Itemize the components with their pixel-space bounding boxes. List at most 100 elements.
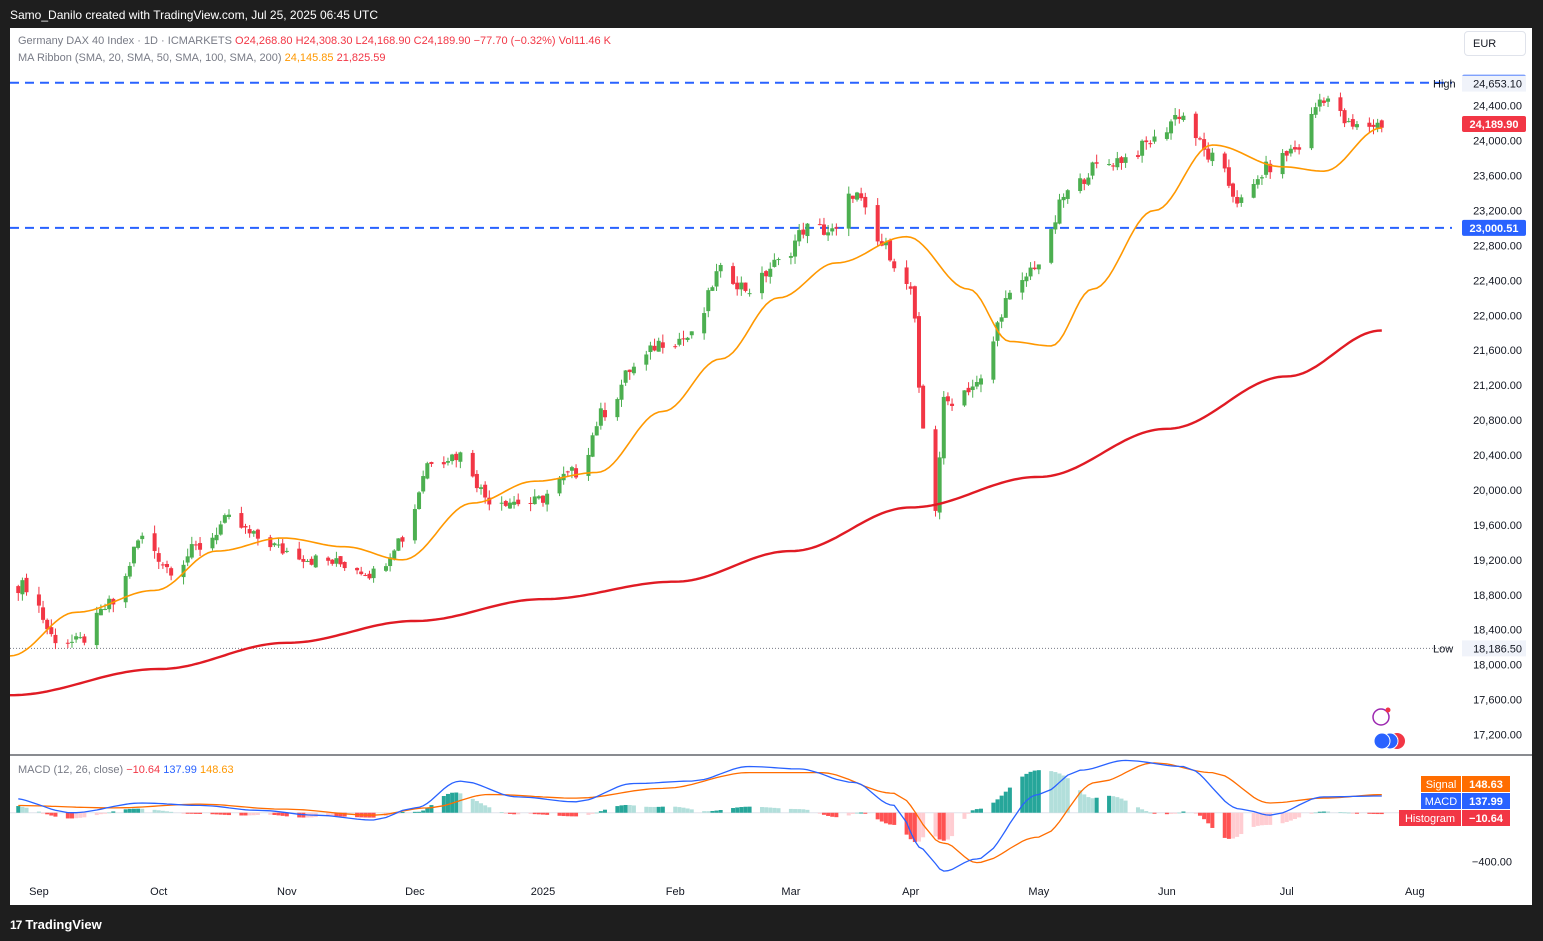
candle-body (685, 337, 690, 340)
histogram-bar (1321, 811, 1326, 813)
histogram-bar (1107, 795, 1112, 813)
candle-body (788, 256, 793, 258)
histogram-bar (1135, 807, 1140, 813)
histogram-bar (1326, 811, 1331, 813)
histogram-bar (1309, 812, 1314, 814)
histogram-bar (883, 812, 888, 824)
histogram-bar (731, 808, 736, 813)
histogram-bar (417, 811, 422, 813)
candle-body (1119, 157, 1124, 163)
histogram-bar (821, 812, 826, 815)
histogram-bar (1367, 812, 1372, 814)
candle-body (297, 548, 302, 560)
candle-body (239, 513, 244, 528)
candle-body (338, 556, 343, 565)
currency-selector[interactable]: EUR (1464, 31, 1526, 56)
candle-body (20, 580, 25, 595)
ma200-value: 21,825.59 (336, 52, 386, 64)
candle-body (74, 636, 79, 640)
candle-body (941, 396, 946, 459)
marker-name: High (1433, 79, 1456, 91)
candle-body (1094, 162, 1099, 164)
chart-panel[interactable] (10, 28, 1532, 905)
price-tick-label: 18,400.00 (1473, 625, 1522, 637)
histogram-bar (239, 812, 244, 816)
macd-name-bg (1399, 810, 1461, 826)
histogram-bar (516, 812, 521, 815)
histogram-bar (532, 812, 537, 815)
candle-body (94, 612, 99, 646)
candle-body (251, 531, 256, 534)
candle-body (1321, 100, 1326, 103)
candle-body (702, 313, 707, 334)
price-tick-label: 23,200.00 (1473, 205, 1522, 217)
candle-body (1123, 157, 1128, 163)
candle-body (326, 557, 331, 561)
histogram-bar (1065, 778, 1070, 813)
candle-body (974, 382, 979, 387)
ma-legend[interactable]: MA Ribbon (SMA, 20, SMA, 50, SMA, 100, S… (18, 52, 386, 64)
histogram-bar (280, 812, 285, 816)
candle-body (627, 369, 632, 373)
histogram-bar (1206, 812, 1211, 824)
macd-legend[interactable]: MACD (12, 26, close) −10.64 137.99 148.6… (18, 764, 234, 776)
histogram-bar (1222, 812, 1227, 838)
time-tick-label: Dec (405, 886, 425, 898)
time-tick-label: 2025 (531, 886, 555, 898)
price-tick-label: 18,800.00 (1473, 590, 1522, 602)
histogram-bar (103, 812, 108, 814)
candle-body (545, 493, 550, 505)
histogram-bar (933, 812, 938, 837)
histogram-bar (487, 807, 492, 813)
histogram-bar (681, 807, 686, 813)
histogram-bar (247, 812, 252, 816)
histogram-bar (1123, 800, 1128, 813)
histogram-bar (1053, 772, 1058, 813)
histogram-bar (1036, 770, 1041, 813)
histogram-bar (673, 806, 678, 813)
candle-body (479, 487, 484, 489)
histogram-bar (718, 810, 723, 813)
histogram-bar (45, 812, 50, 815)
candle-body (53, 634, 58, 644)
candle-body (441, 462, 446, 465)
candle-body (49, 627, 54, 635)
candle-body (615, 399, 620, 418)
candle-body (689, 331, 694, 336)
price-tick-label: 20,000.00 (1473, 485, 1522, 497)
histogram-bar (569, 812, 574, 817)
macd-name-label: MACD (1425, 796, 1457, 808)
histogram-bar (594, 812, 599, 814)
candle-body (185, 556, 190, 563)
histogram-bar (1226, 812, 1231, 839)
candle-body (644, 354, 649, 365)
histogram-bar (834, 812, 839, 818)
histogram-bar (660, 806, 665, 813)
histogram-bar (776, 808, 781, 813)
price-tick-label: 17,600.00 (1473, 695, 1522, 707)
candle-body (1255, 179, 1260, 185)
symbol-legend[interactable]: Germany DAX 40 Index · 1D · ICMARKETS O2… (18, 35, 611, 47)
histogram-bar (1177, 812, 1182, 814)
candle-body (1231, 183, 1236, 197)
histogram-bar (445, 793, 450, 813)
candle-body (888, 240, 893, 261)
histogram-bar (1235, 812, 1240, 837)
candle-body (574, 468, 579, 478)
macd-value-label: 148.63 (1469, 779, 1503, 791)
candle-body (1309, 113, 1314, 149)
candle-body (309, 558, 314, 565)
histogram-bar (855, 812, 860, 814)
histogram-bar (284, 812, 289, 817)
attribution-text: Samo_Danilo created with TradingView.com… (10, 8, 378, 22)
marker-label-bg (1462, 75, 1526, 92)
candle-body (425, 463, 430, 479)
candle-body (863, 196, 868, 208)
macd-value-bg (1462, 776, 1510, 792)
candle-body (276, 544, 281, 546)
candle-body (69, 641, 74, 643)
candle-body (590, 435, 595, 457)
candle-body (1082, 179, 1087, 184)
candle-body (1197, 138, 1202, 140)
